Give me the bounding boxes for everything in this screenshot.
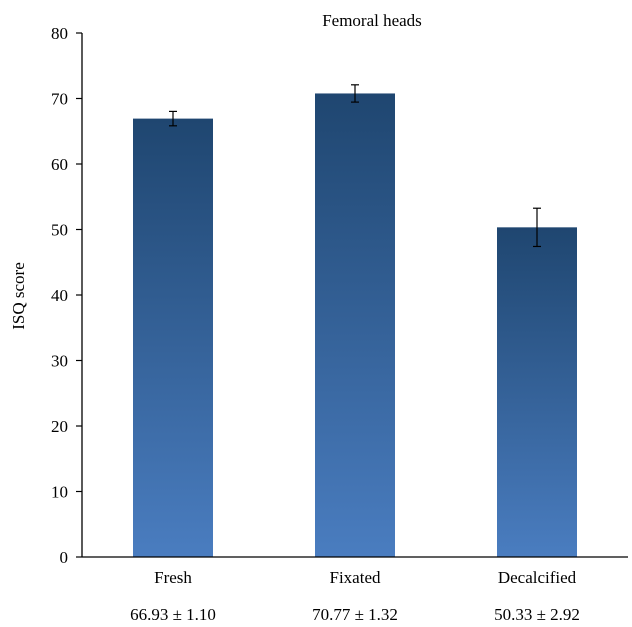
bars-group — [133, 93, 577, 558]
x-tick-label: Fixated — [330, 568, 381, 587]
value-label: 50.33 ± 2.92 — [494, 605, 580, 624]
y-tick-label: 70 — [51, 90, 68, 109]
bar-fixated — [315, 93, 395, 558]
x-tick-label: Fresh — [154, 568, 192, 587]
y-tick-label: 80 — [51, 24, 68, 43]
value-label: 70.77 ± 1.32 — [312, 605, 398, 624]
value-labels: 66.93 ± 1.10 70.77 ± 1.32 50.33 ± 2.92 — [130, 605, 580, 624]
y-tick-label: 30 — [51, 352, 68, 371]
y-tick-label: 0 — [60, 548, 69, 567]
x-axis-labels: Fresh Fixated Decalcified — [154, 568, 577, 587]
y-tick-label: 60 — [51, 155, 68, 174]
y-tick-label: 20 — [51, 417, 68, 436]
error-bars-group — [169, 84, 541, 248]
x-tick-label: Decalcified — [498, 568, 577, 587]
y-axis-ticks: 0 10 20 30 40 50 60 70 80 — [51, 24, 82, 567]
y-axis-label: ISQ score — [9, 262, 28, 330]
y-tick-label: 50 — [51, 221, 68, 240]
bar-fresh — [133, 118, 213, 558]
y-tick-label: 10 — [51, 483, 68, 502]
value-label: 66.93 ± 1.10 — [130, 605, 216, 624]
bar-decalcified — [497, 227, 577, 557]
chart-title: Femoral heads — [322, 11, 422, 30]
y-tick-label: 40 — [51, 286, 68, 305]
